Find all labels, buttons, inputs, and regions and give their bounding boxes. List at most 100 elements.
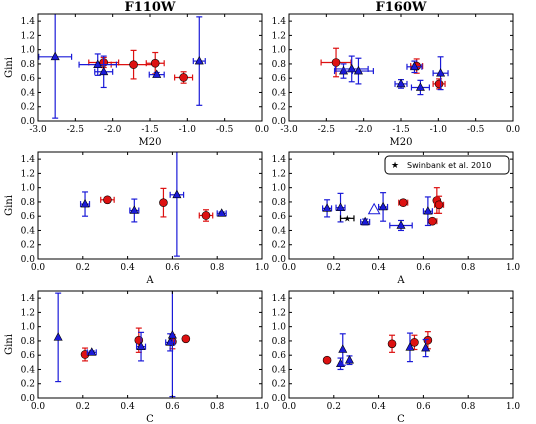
triangle-marker (336, 202, 346, 211)
data-point (405, 332, 415, 363)
triangle-marker (152, 69, 162, 78)
panel-title: F110W (125, 0, 176, 15)
y-tick-label: 1.2 (272, 308, 286, 318)
y-tick-label: 0.8 (21, 337, 36, 347)
triangle-marker (347, 63, 357, 73)
y-tick-label: 0.0 (21, 117, 36, 127)
x-tick-label: 1.0 (255, 263, 270, 273)
x-tick-label: 0.4 (120, 263, 135, 273)
x-tick-label: -3.0 (280, 125, 298, 135)
x-tick-label: 0.4 (371, 263, 386, 273)
panel-4: ★ 0.0 0.2 0.4 0.6 0.8 1.0 0.0 0.2 0.4 0.6 0.8 1.0 1.2… (272, 151, 521, 286)
triangle-marker (344, 355, 354, 364)
x-tick-label: 1.0 (506, 263, 521, 273)
circle-marker (322, 355, 332, 365)
triangle-marker (396, 220, 406, 229)
x-tick-label: 0.8 (461, 402, 476, 412)
data-point (38, 14, 73, 119)
circle-marker (434, 200, 444, 210)
data-point (432, 56, 449, 91)
triangle-marker (338, 344, 348, 353)
x-tick-label: -0.5 (216, 125, 234, 135)
y-tick-label: 0.6 (272, 74, 287, 84)
data-point (406, 60, 423, 74)
y-tick-label: 0.0 (272, 117, 287, 127)
y-tick-label: 1.0 (21, 184, 36, 194)
legend: ★ Swinbank et al. 2010 (384, 155, 510, 175)
y-tick-label: 1.4 (21, 155, 36, 165)
data-point (378, 192, 389, 222)
data-point (181, 334, 191, 344)
star-marker: ★ (343, 214, 351, 224)
panel-6: 0.0 0.2 0.4 0.6 0.8 1.0 0.0 0.2 0.4 0.6 0.8 1.0 1.2 1… (272, 290, 520, 424)
x-tick-label: -1.5 (141, 125, 159, 135)
y-tick-label: 1.0 (272, 46, 287, 56)
triangle-marker (172, 189, 182, 199)
y-tick-label: 0.0 (21, 394, 36, 404)
data-point (322, 355, 332, 365)
y-tick-label: 0.8 (272, 337, 287, 347)
y-tick-label: 1.2 (21, 31, 35, 41)
y-tick-label: 0.2 (21, 380, 35, 390)
data-point (94, 55, 114, 89)
x-tick-label: 0.6 (416, 263, 431, 273)
data-point (367, 202, 381, 215)
x-tick-label: 0.4 (120, 402, 135, 412)
x-tick-label: 0.2 (327, 402, 341, 412)
data-point (387, 334, 397, 353)
open-triangle-marker (367, 202, 381, 215)
triangle-marker (405, 342, 415, 351)
data-point (216, 208, 227, 217)
panel-3: 0.0 0.2 0.4 0.6 0.8 1.0 0.0 0.2 0.4 0.6 0.8 1.0 1.2 1… (4, 151, 270, 286)
y-tick-label: 1.0 (21, 323, 36, 333)
y-tick-label: 1.0 (272, 184, 287, 194)
y-tick-label: 0.8 (21, 60, 36, 70)
x-tick-label: 0.2 (76, 263, 90, 273)
panel-1: -3.0 -2.5 -2.0 -1.5 -1.0 -0.5 0.0 0.0 0.2 0.4 0.6 0… (4, 0, 269, 148)
triangle-marker (423, 206, 433, 215)
x-tick-label: 0.0 (31, 263, 46, 273)
data-point (145, 51, 165, 75)
y-tick-label: 0.6 (21, 212, 36, 222)
circle-marker (331, 58, 341, 67)
data-point (174, 71, 194, 84)
y-tick-label: 0.8 (272, 198, 287, 208)
y-axis-label: Gini (4, 195, 15, 216)
circle-marker (398, 198, 408, 207)
x-tick-label: 0.8 (210, 263, 225, 273)
data-point (389, 219, 413, 232)
plot-frame (288, 290, 514, 399)
plot-frame (288, 151, 514, 260)
x-tick-label: -2.0 (355, 125, 373, 135)
y-tick-label: 0.6 (21, 74, 36, 84)
y-tick-label: 1.4 (272, 17, 287, 27)
y-tick-label: 1.4 (272, 294, 287, 304)
triangle-marker (421, 342, 431, 352)
x-axis-label: A (396, 275, 405, 286)
triangle-marker (353, 65, 363, 75)
data-point (344, 355, 354, 366)
x-tick-label: 0.0 (506, 125, 521, 135)
y-tick-label: 1.4 (21, 294, 36, 304)
plot-frame (37, 290, 263, 399)
y-tick-label: 1.4 (272, 155, 287, 165)
circle-marker (179, 73, 188, 82)
y-tick-label: 1.2 (21, 308, 35, 318)
data-point (320, 47, 352, 78)
data-point (410, 79, 430, 96)
plot-frame (288, 13, 514, 122)
circle-marker (103, 195, 112, 205)
data-point (129, 198, 140, 223)
circle-marker (201, 211, 211, 220)
x-tick-label: 0.6 (165, 263, 180, 273)
x-axis-label: M20 (139, 137, 162, 148)
circle-marker (387, 339, 397, 349)
triangle-marker (436, 68, 446, 77)
x-tick-label: 0.8 (461, 263, 476, 273)
y-tick-label: 1.2 (272, 169, 286, 179)
y-tick-label: 0.8 (21, 198, 36, 208)
legend-box (384, 155, 510, 175)
x-axis-label: C (397, 414, 405, 424)
triangle-marker (87, 347, 97, 356)
x-tick-label: 0.0 (31, 402, 46, 412)
